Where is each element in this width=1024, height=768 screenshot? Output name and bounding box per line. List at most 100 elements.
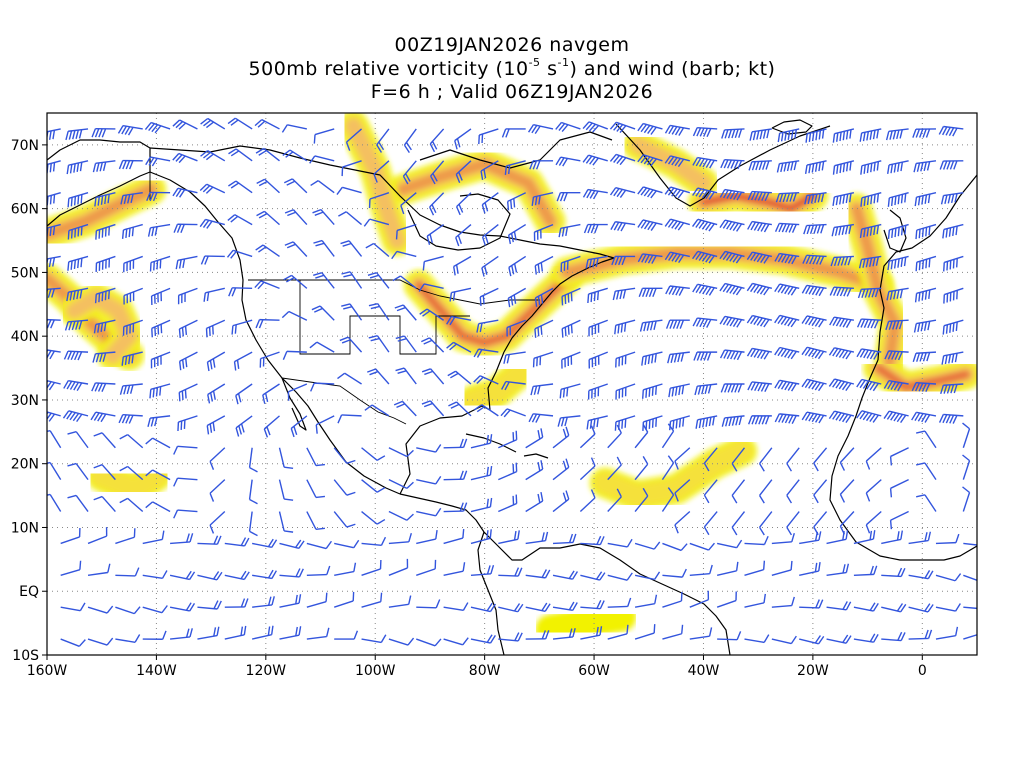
barb-flag: [832, 348, 839, 357]
barb-flag: [562, 428, 567, 438]
barb-staff: [416, 478, 436, 485]
barb-flag: [709, 564, 713, 574]
barb-flag: [267, 626, 271, 636]
wind-barb: [557, 415, 581, 427]
barb-flag: [121, 356, 124, 366]
barb-flag: [534, 297, 538, 307]
barb-flag: [804, 195, 808, 205]
barb-flag: [367, 271, 377, 276]
barb-flag: [876, 129, 880, 139]
wind-barb: [94, 287, 116, 304]
barb-staff: [369, 218, 390, 226]
barb-flag: [730, 159, 736, 169]
barb-flag: [774, 413, 780, 423]
wind-barb: [91, 128, 116, 138]
lon-tick-label: 80W: [469, 663, 501, 679]
barb-flag: [860, 318, 866, 328]
barb-flag: [869, 226, 873, 236]
barb-flag: [814, 382, 821, 391]
wind-barb: [853, 602, 879, 612]
wind-barb: [525, 428, 544, 449]
barb-flag: [801, 285, 808, 294]
barb-flag: [338, 211, 347, 217]
barb-flag: [121, 414, 127, 424]
barb-flag: [586, 420, 589, 430]
barb-flag: [954, 573, 962, 582]
barb-flag: [639, 322, 644, 332]
wind-barb: [719, 219, 745, 232]
barb-flag: [559, 192, 565, 202]
barb-flag: [883, 410, 890, 419]
barb-flag: [731, 463, 738, 472]
barb-flag: [626, 538, 633, 548]
wind-barb: [449, 287, 472, 302]
barb-flag: [568, 533, 574, 543]
wind-barb: [62, 410, 89, 423]
barb-flag: [803, 225, 808, 235]
wind-barb: [478, 128, 499, 145]
barb-flag: [928, 289, 931, 299]
barb-flag: [568, 628, 573, 638]
wind-barb: [481, 192, 499, 214]
barb-flag: [832, 133, 836, 143]
barb-flag: [786, 494, 793, 504]
wind-barb: [254, 280, 280, 290]
barb-flag: [894, 196, 897, 206]
barb-staff: [416, 538, 436, 545]
barb-flag: [894, 228, 897, 238]
barb-flag: [178, 259, 182, 269]
barb-flag: [489, 635, 496, 644]
barb-flag: [44, 197, 45, 206]
barb-flag: [805, 285, 811, 295]
wind-barb: [661, 455, 675, 481]
barb-flag: [677, 222, 685, 231]
barb-flag: [863, 228, 866, 238]
barb-flag: [913, 323, 917, 333]
barb-flag: [244, 537, 250, 547]
barb-flag: [955, 626, 959, 636]
barb-flag: [175, 121, 184, 129]
barb-flag: [808, 317, 815, 326]
barb-flag: [178, 155, 186, 164]
barb-flag: [76, 290, 80, 300]
barb-flag: [73, 196, 77, 206]
barb-staff: [771, 604, 792, 608]
barb-staff: [388, 603, 409, 608]
barb-flag: [784, 254, 791, 264]
wind-barb: [60, 602, 86, 612]
barb-staff: [744, 542, 765, 546]
wind-barb: [804, 160, 827, 175]
barb-flag: [952, 226, 955, 236]
barb-flag: [814, 414, 821, 423]
barb-flag: [599, 626, 603, 636]
barb-flag: [189, 628, 193, 638]
barb-flag: [643, 156, 651, 165]
barb-flag: [173, 477, 179, 487]
wind-barb: [771, 635, 797, 645]
barb-flag: [914, 412, 921, 422]
barb-flag: [811, 381, 818, 390]
barb-flag: [255, 319, 261, 329]
wind-barb: [941, 351, 964, 365]
barb-flag: [708, 255, 715, 264]
wind-barb: [561, 287, 581, 306]
barb-flag: [869, 565, 874, 575]
lat-tick-label: 30N: [11, 393, 39, 409]
barb-flag: [452, 266, 456, 276]
barb-flag: [836, 164, 839, 174]
wind-barb: [720, 158, 745, 170]
barb-flag: [916, 352, 921, 362]
barb-flag: [778, 223, 784, 233]
barb-flag: [889, 290, 893, 300]
barb-flag: [572, 533, 577, 543]
wind-barb: [47, 430, 62, 449]
barb-staff: [703, 479, 718, 496]
barb-flag: [650, 126, 657, 135]
barb-flag: [609, 121, 617, 130]
wind-barb: [916, 430, 937, 449]
barb-flag: [811, 163, 815, 173]
barb-flag: [457, 235, 462, 245]
barb-flag: [942, 414, 948, 424]
wind-barb: [306, 479, 326, 499]
barb-flag: [953, 384, 958, 394]
